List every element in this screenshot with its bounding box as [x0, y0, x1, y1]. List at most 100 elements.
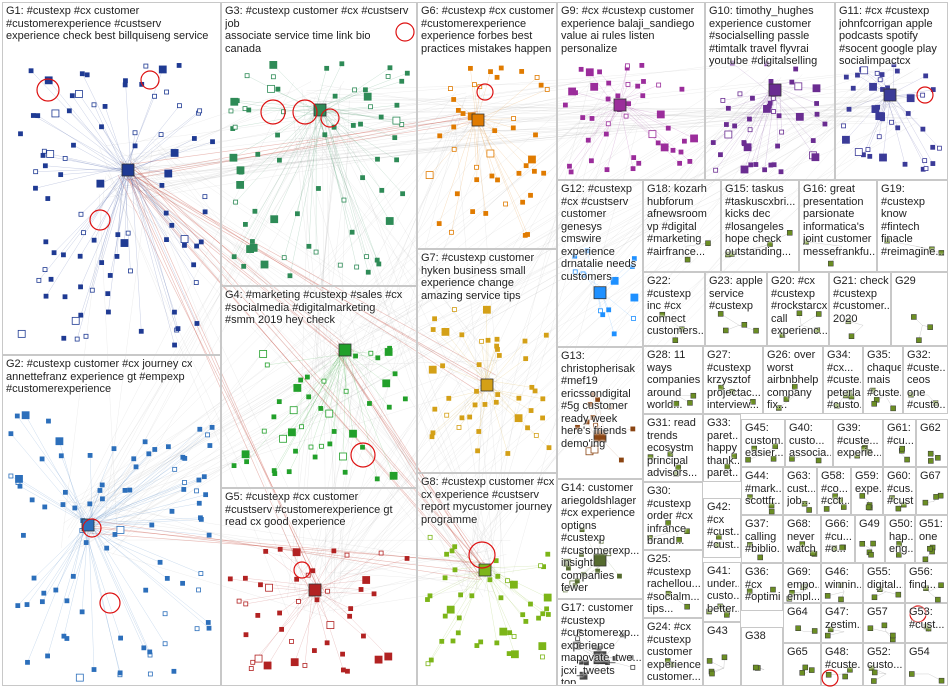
inter-group-edge — [60, 176, 107, 548]
intra-group-edge — [885, 94, 925, 161]
vertex-node — [260, 260, 269, 269]
vertex-node — [164, 575, 170, 581]
group-box-g52 — [863, 643, 905, 686]
intra-group-edge — [830, 246, 843, 264]
vertex-node — [78, 211, 84, 217]
intra-group-edge — [308, 353, 342, 397]
intra-group-edge — [91, 429, 200, 530]
vertex-node — [590, 392, 596, 397]
vertex-node — [21, 411, 30, 420]
group-box-g25 — [643, 550, 703, 618]
vertex-node — [884, 237, 890, 244]
vertex-node — [511, 634, 517, 639]
intra-group-edge — [87, 494, 206, 527]
inter-group-edge — [293, 570, 485, 601]
inter-group-edge — [87, 357, 343, 507]
intra-group-edge — [132, 173, 172, 226]
group-box-g1 — [2, 2, 221, 355]
vertex-node — [865, 147, 871, 152]
vertex-node — [922, 499, 929, 506]
vertex-node — [432, 316, 437, 322]
vertex-node — [709, 670, 715, 677]
vertex-node — [279, 626, 285, 632]
intra-group-edge — [345, 353, 390, 408]
inter-group-edge — [109, 120, 611, 539]
group-box-g34 — [823, 346, 863, 414]
intra-group-edge — [69, 110, 127, 168]
vertex-node — [928, 458, 934, 464]
intra-group-edge — [324, 113, 369, 273]
vertex-node — [713, 167, 719, 173]
vertex-node — [811, 628, 818, 634]
vertex-node — [271, 414, 277, 420]
intra-group-edge — [73, 529, 84, 577]
vertex-node — [14, 413, 20, 419]
vertex-node — [354, 264, 360, 270]
vertex-node — [606, 551, 612, 557]
vertex-node — [275, 132, 280, 138]
intra-group-edge — [319, 585, 389, 657]
vertex-node — [867, 153, 873, 159]
vertex-node — [169, 222, 175, 228]
vertex-node — [684, 528, 690, 534]
vertex-node — [871, 678, 877, 684]
intra-group-edge — [125, 80, 132, 174]
inter-group-edge — [152, 80, 633, 188]
intra-group-edge — [85, 519, 202, 526]
vertex-node — [348, 606, 354, 611]
vertex-node — [516, 395, 522, 401]
vertex-node — [127, 487, 133, 493]
vertex-node — [721, 654, 728, 661]
vertex-node — [327, 441, 333, 447]
vertex-node — [231, 254, 237, 260]
inter-group-edge — [128, 155, 375, 367]
intra-group-edge — [476, 122, 479, 180]
intra-group-edge — [42, 155, 125, 171]
inter-group-edge — [314, 100, 912, 119]
inter-group-edge — [359, 91, 484, 360]
vertex-node — [324, 65, 330, 71]
vertex-node — [529, 384, 535, 390]
vertex-node — [584, 248, 590, 254]
vertex-node — [837, 497, 843, 503]
intra-group-edge — [892, 97, 940, 149]
intra-group-edge — [317, 588, 350, 617]
intra-group-edge — [304, 590, 313, 666]
vertex-node — [467, 414, 473, 420]
vertex-node — [428, 365, 437, 374]
vertex-node — [182, 480, 187, 485]
intra-group-edge — [90, 457, 184, 530]
hub-vertex-node — [121, 163, 135, 177]
vertex-node — [718, 384, 724, 391]
intra-group-edge — [347, 350, 378, 479]
intra-group-edge — [488, 572, 527, 622]
vertex-node — [269, 61, 278, 69]
vertex-node — [97, 488, 103, 493]
inter-group-edge — [468, 61, 746, 97]
vertex-node — [306, 243, 312, 249]
intra-group-edge — [892, 64, 895, 91]
group-box-g65 — [783, 643, 821, 686]
vertex-node — [923, 166, 929, 171]
inter-group-edge — [142, 179, 462, 548]
inter-group-edge — [108, 148, 351, 350]
vertex-node — [474, 643, 480, 648]
vertex-node — [770, 586, 776, 593]
intra-group-edge — [314, 552, 382, 594]
intra-group-edge — [269, 587, 317, 592]
inter-group-edge — [108, 174, 306, 610]
vertex-node — [476, 362, 482, 368]
intra-group-edge — [316, 104, 397, 114]
intra-group-edge — [342, 345, 348, 457]
vertex-node — [929, 246, 935, 253]
vertex-node — [717, 603, 723, 610]
vertex-node — [799, 670, 805, 676]
intra-group-edge — [675, 394, 694, 396]
vertex-node — [579, 527, 585, 532]
vertex-node — [177, 103, 182, 109]
intra-group-edge — [345, 352, 387, 384]
vertex-node — [723, 327, 729, 334]
vertex-node — [474, 177, 480, 183]
vertex-node — [679, 86, 685, 92]
intra-group-edge — [477, 115, 528, 235]
